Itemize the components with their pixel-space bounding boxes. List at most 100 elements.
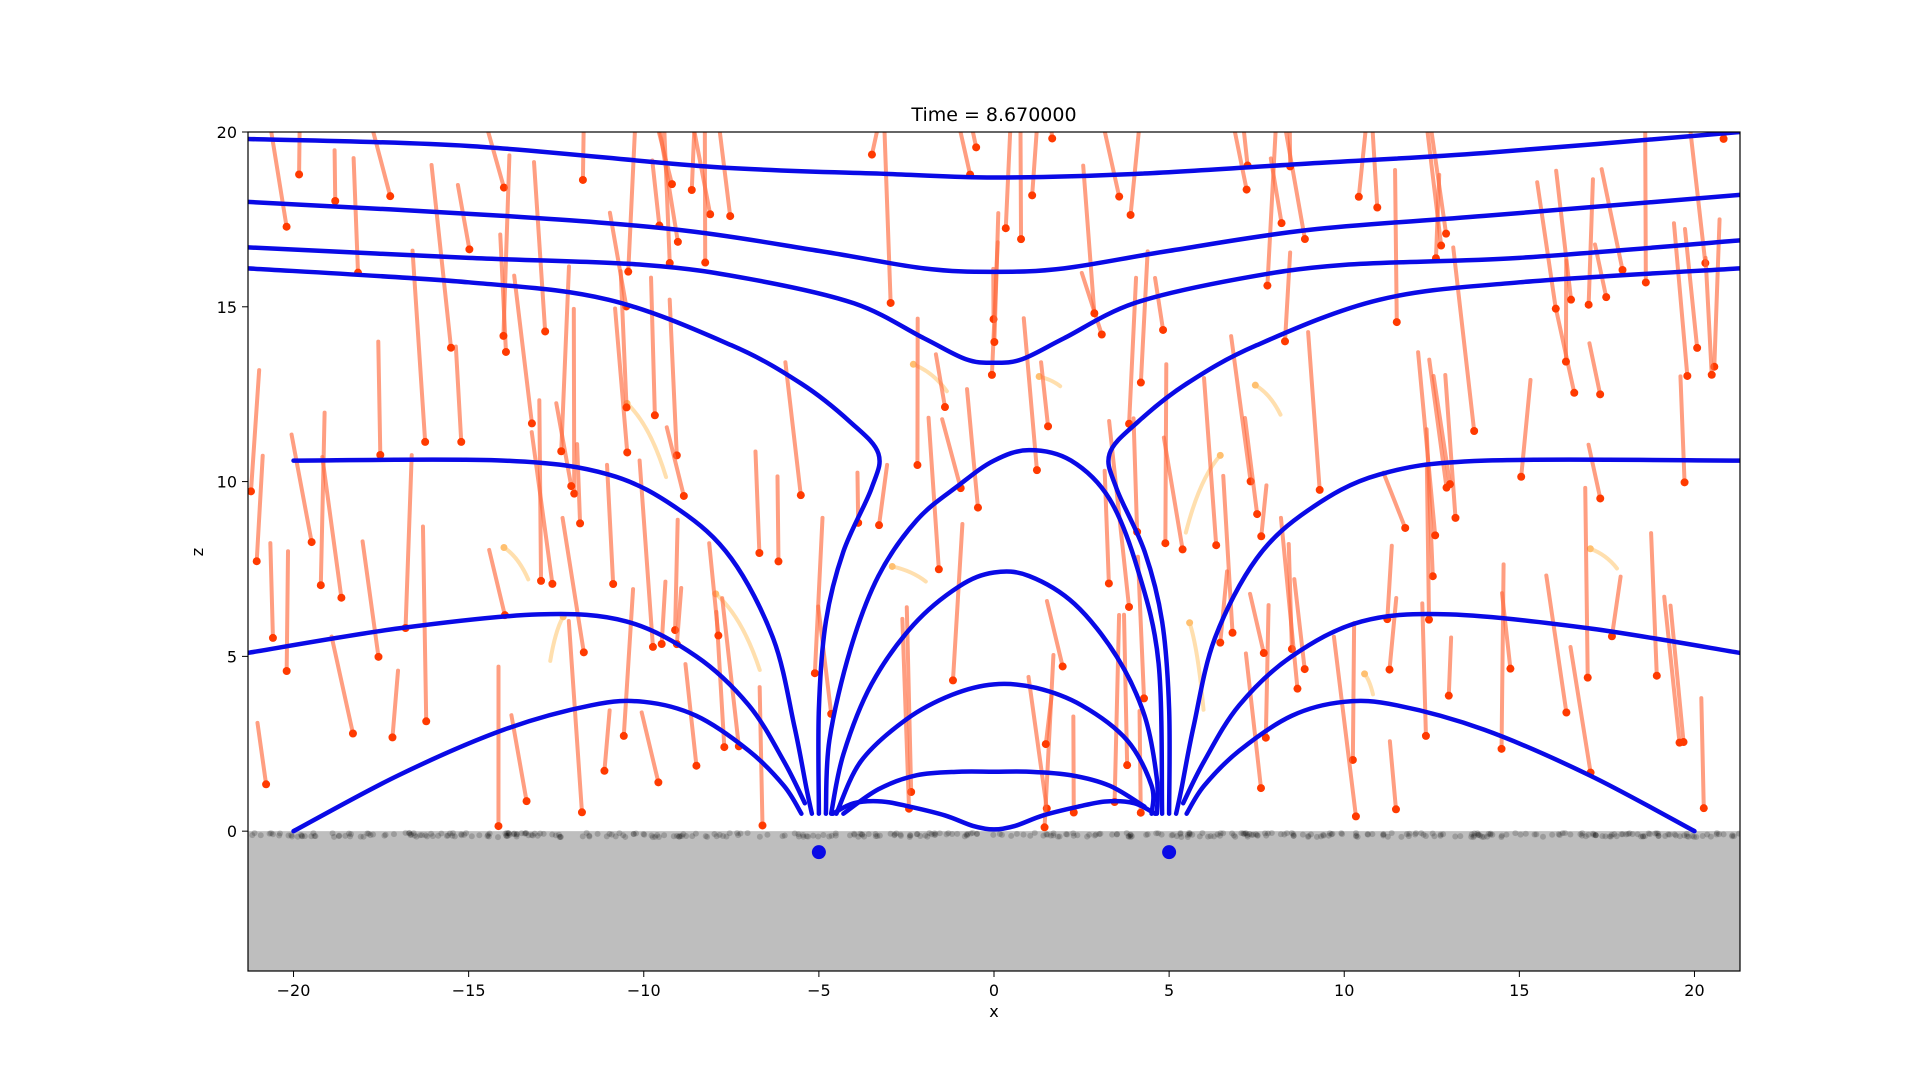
deposited-particle	[485, 833, 492, 840]
deposited-particle	[1281, 831, 1288, 838]
deposited-particle	[1364, 831, 1371, 838]
deposited-particle	[1123, 829, 1130, 836]
deposited-particle	[1412, 830, 1419, 837]
particle-head	[1228, 628, 1237, 637]
particle-head	[1048, 134, 1057, 143]
deposited-particle	[1229, 830, 1236, 837]
deposited-particle	[422, 832, 429, 839]
particle-trail	[1026, 674, 1049, 811]
field-line	[291, 457, 815, 816]
particle-head	[248, 487, 255, 496]
particle-trail	[1387, 595, 1399, 672]
deposited-particle	[779, 833, 786, 840]
particle-trail	[1350, 620, 1357, 762]
deposited-particle	[269, 831, 276, 838]
deposited-particle	[832, 832, 839, 839]
deposited-particle	[1607, 833, 1614, 840]
source-point	[811, 845, 826, 860]
particle-head	[1300, 665, 1309, 674]
deposited-particle	[268, 830, 275, 837]
particle-head	[1683, 371, 1692, 380]
deposited-particle	[1677, 833, 1684, 840]
deposited-particle	[335, 833, 342, 840]
particle-head	[1032, 466, 1041, 475]
deposited-particle	[1623, 831, 1630, 838]
particle-trail	[1243, 651, 1263, 791]
particle-head	[1184, 124, 1192, 132]
particle-trail	[639, 710, 661, 785]
deposited-particle	[1555, 831, 1562, 838]
deposited-particle	[1144, 831, 1151, 838]
particle-head	[1699, 804, 1708, 813]
particle-head	[774, 557, 783, 566]
deposited-particle	[1683, 833, 1690, 840]
particle-head	[714, 631, 723, 640]
particle-head	[1125, 602, 1134, 611]
deposited-particle	[897, 832, 904, 839]
particle-head	[1607, 632, 1616, 641]
field-line	[841, 769, 1147, 816]
deposited-particle	[1693, 833, 1700, 840]
particle-trail	[512, 273, 534, 426]
deposited-particle	[1290, 832, 1297, 839]
deposited-particle	[484, 833, 491, 840]
deposited-particle	[683, 832, 690, 839]
deposited-particle	[1352, 830, 1359, 837]
particle-trail	[376, 339, 383, 457]
deposited-particle	[1050, 830, 1057, 837]
particle-trail	[613, 306, 630, 455]
particle-trail	[410, 248, 428, 444]
deposited-particle	[1246, 830, 1253, 837]
deposited-particle	[476, 832, 483, 839]
deposited-particle	[360, 833, 367, 840]
faded-trail	[1183, 453, 1223, 535]
deposited-particle	[518, 830, 525, 837]
particle-head	[934, 565, 943, 574]
deposited-particle	[1590, 830, 1597, 837]
deposited-particle	[1252, 831, 1259, 838]
deposited-particle	[1471, 830, 1478, 837]
deposited-particle	[1626, 830, 1633, 837]
deposited-particle	[289, 833, 296, 840]
particle-head	[577, 808, 586, 817]
faded-trail	[501, 545, 531, 582]
particle-trail	[351, 156, 361, 275]
deposited-particle	[1671, 831, 1678, 838]
deposited-particle	[276, 830, 283, 837]
particle-head	[337, 593, 346, 602]
deposited-particle	[1084, 833, 1091, 840]
particle-head	[567, 482, 576, 491]
deposited-particle	[851, 831, 858, 838]
deposited-particle	[1476, 832, 1483, 839]
y-tick-label: 10	[217, 473, 237, 492]
particle-trail	[1416, 350, 1438, 538]
deposited-particle	[931, 832, 938, 839]
deposited-particle	[249, 832, 256, 839]
deposited-particle	[445, 832, 452, 839]
particle-trail	[940, 417, 963, 491]
deposited-particle	[525, 832, 532, 839]
deposited-particle	[612, 833, 619, 840]
deposited-particle	[411, 832, 418, 839]
field-line	[248, 238, 1740, 366]
particle-head	[624, 267, 633, 276]
x-axis: −20 −15 −10 −5 0 5 10 15 20	[277, 971, 1705, 1000]
particle-head	[1253, 510, 1262, 519]
deposited-particle	[285, 832, 292, 839]
deposited-particle	[913, 831, 920, 838]
particle-head	[1693, 343, 1702, 352]
deposited-particle	[367, 832, 374, 839]
deposited-particle	[1320, 831, 1327, 838]
deposited-particle	[1305, 833, 1312, 840]
particle-head	[1097, 330, 1106, 339]
deposited-particle	[1305, 833, 1312, 840]
deposited-particle	[251, 829, 258, 836]
deposited-particle	[1186, 830, 1193, 837]
deposited-particle	[461, 831, 468, 838]
deposited-particle	[1214, 831, 1221, 838]
particle-trail	[1425, 132, 1444, 248]
deposited-particle	[931, 830, 938, 837]
deposited-particle	[540, 830, 547, 837]
particle-trail	[1021, 316, 1039, 473]
deposited-particle	[1243, 830, 1250, 837]
